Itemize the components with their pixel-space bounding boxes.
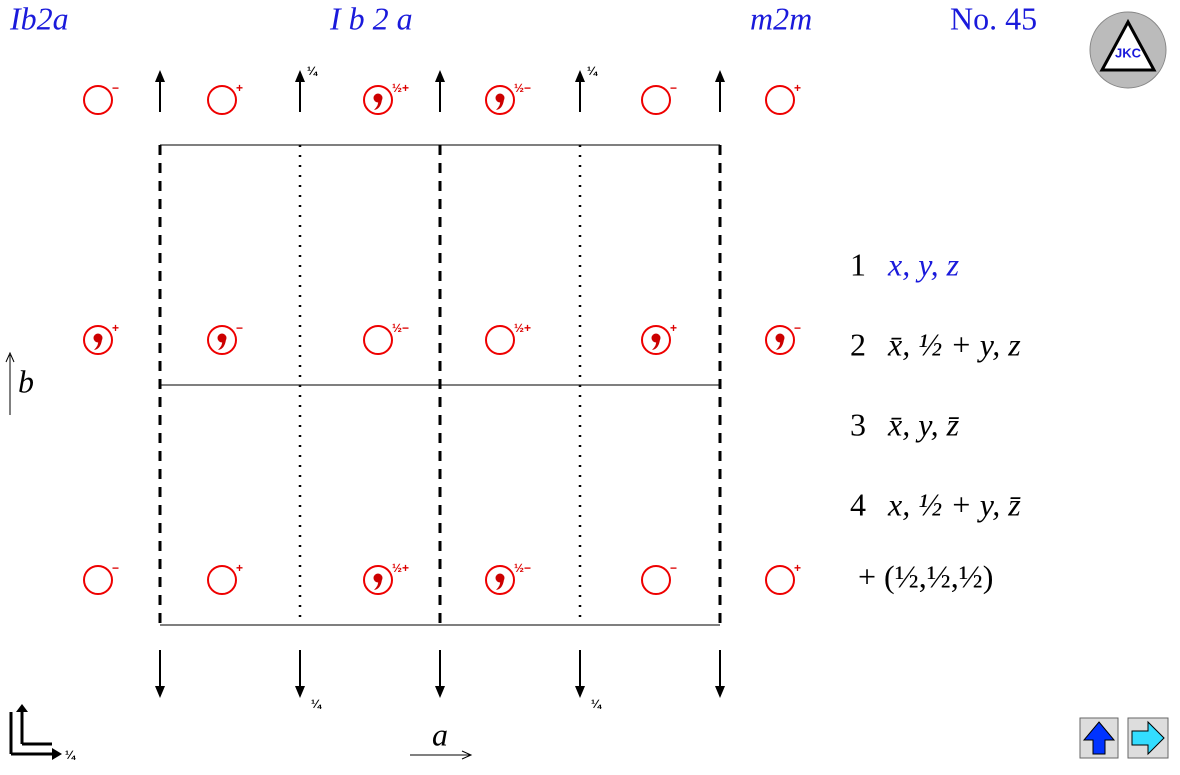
corner-head <box>16 704 28 712</box>
fraction: ¼ <box>587 64 598 78</box>
arrow-head <box>155 686 165 698</box>
height-sign: − <box>112 81 119 95</box>
site-circle <box>765 325 795 355</box>
site-circle <box>641 565 671 595</box>
position-number: 4 <box>850 486 866 522</box>
site-circle <box>765 565 795 595</box>
position-coords: x, ½ + y, z̄ <box>887 486 1021 522</box>
position-coords: x̄, ½ + y, z <box>887 326 1021 362</box>
short-symbol: Ib2a <box>9 0 69 36</box>
height-sign: − <box>670 81 677 95</box>
height-sign: ½+ <box>392 81 409 95</box>
arrow-head <box>715 686 725 698</box>
logo-triangle <box>1099 18 1157 72</box>
site-circle <box>207 85 237 115</box>
arrow-head <box>575 70 585 82</box>
position-number: 1 <box>850 246 866 282</box>
position-number: 2 <box>850 326 866 362</box>
group-number: No. 45 <box>950 0 1037 36</box>
height-sign: ½− <box>514 81 531 95</box>
centering: + (½,½,½) <box>858 558 993 594</box>
height-sign: + <box>236 81 243 95</box>
fraction: ¼ <box>591 697 602 711</box>
site-circle <box>485 325 515 355</box>
site-circle <box>83 565 113 595</box>
arrow-head <box>715 70 725 82</box>
height-sign: − <box>236 321 243 335</box>
a-axis-label: a <box>432 716 448 752</box>
height-sign: − <box>112 561 119 575</box>
comma-tail <box>94 339 102 350</box>
dotted-planes <box>298 145 582 625</box>
site-circle <box>641 325 671 355</box>
glide-planes <box>158 145 722 625</box>
next-button[interactable] <box>1127 717 1169 759</box>
site-circle <box>363 85 393 115</box>
comma-tail <box>776 339 784 350</box>
comma-tail <box>218 339 226 350</box>
arrow-head <box>295 70 305 82</box>
fraction: ¼ <box>307 64 318 78</box>
b-axis-head <box>5 351 15 363</box>
height-sign: + <box>112 321 119 335</box>
height-sign: ½+ <box>514 321 531 335</box>
height-sign: + <box>794 561 801 575</box>
height-sign: ½− <box>392 321 409 335</box>
height-sign: − <box>794 321 801 335</box>
site-circle <box>83 85 113 115</box>
comma-tail <box>496 579 504 590</box>
up-arrow-icon[interactable] <box>1082 721 1116 755</box>
comma-tail <box>374 579 382 590</box>
arrow-head <box>435 70 445 82</box>
height-sign: − <box>670 561 677 575</box>
height-sign: ½− <box>514 561 531 575</box>
arrow-head <box>295 686 305 698</box>
right-arrow-icon[interactable] <box>1131 720 1165 756</box>
height-sign: ½+ <box>392 561 409 575</box>
comma-tail <box>652 339 660 350</box>
point-group: m2m <box>750 0 812 36</box>
corner-head <box>52 748 62 760</box>
site-circle <box>83 325 113 355</box>
position-number: 3 <box>850 406 866 442</box>
a-axis-head <box>461 750 473 760</box>
comma-tail <box>374 99 382 110</box>
site-circle <box>485 565 515 595</box>
site-circle <box>485 85 515 115</box>
height-sign: + <box>236 561 243 575</box>
arrow-head <box>435 686 445 698</box>
site-circle <box>207 325 237 355</box>
site-circle <box>765 85 795 115</box>
site-circle <box>641 85 671 115</box>
position-coords: x, y, z <box>887 246 960 282</box>
up-button[interactable] <box>1079 717 1119 759</box>
position-coords: x̄, y, z̄ <box>887 406 960 442</box>
corner-fraction: ¼ <box>65 748 76 762</box>
arrow-head <box>575 686 585 698</box>
corner-axes <box>9 710 52 756</box>
logo: JKC <box>1089 11 1167 89</box>
arrow-head <box>155 70 165 82</box>
height-sign: + <box>794 81 801 95</box>
site-circle <box>363 565 393 595</box>
site-circle <box>363 325 393 355</box>
comma-tail <box>496 99 504 110</box>
site-circle <box>207 565 237 595</box>
b-axis-label: b <box>18 363 34 399</box>
fraction: ¼ <box>311 697 322 711</box>
logo-text: JKC <box>1115 45 1142 60</box>
height-sign: + <box>670 321 677 335</box>
full-symbol: I b 2 a <box>329 0 413 36</box>
